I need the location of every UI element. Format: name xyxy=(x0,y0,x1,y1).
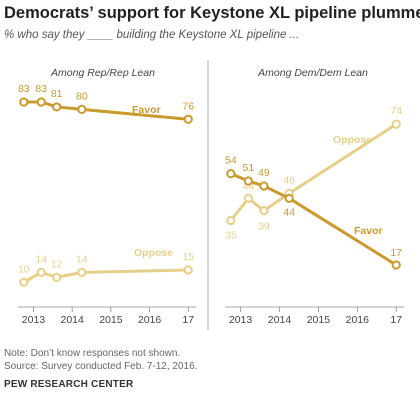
data-point-favor xyxy=(77,104,87,115)
data-label-oppose: 39 xyxy=(258,221,270,233)
data-point-favor xyxy=(36,97,46,107)
source-organization: PEW RESEARCH CENTER xyxy=(4,379,134,390)
data-point-oppose xyxy=(36,267,46,278)
x-tick-label: 2014 xyxy=(60,314,84,326)
series-line-favor xyxy=(230,172,398,267)
data-point-oppose xyxy=(391,119,401,129)
x-tick-label: 17 xyxy=(182,314,194,326)
series-name-label-oppose: Oppose xyxy=(333,134,372,146)
data-label-oppose: 44 xyxy=(243,180,255,192)
data-point-oppose xyxy=(77,267,87,278)
data-point-favor xyxy=(183,114,193,124)
data-point-oppose xyxy=(183,265,193,275)
data-label-oppose: 46 xyxy=(283,174,295,186)
x-tick-label: 17 xyxy=(390,314,402,326)
data-point-oppose xyxy=(226,215,236,226)
data-label-favor: 81 xyxy=(51,88,63,100)
x-tick-label: 2016 xyxy=(346,314,370,326)
data-label-favor: 83 xyxy=(18,83,30,95)
series-line-favor xyxy=(23,100,189,121)
data-point-oppose xyxy=(243,193,253,203)
data-point-favor xyxy=(284,193,294,203)
data-label-oppose: 15 xyxy=(182,251,194,263)
data-label-favor: 17 xyxy=(390,247,402,259)
data-point-oppose xyxy=(19,277,29,287)
source-text: Source: Survey conducted Feb. 7-12, 2016… xyxy=(4,361,198,372)
data-label-favor: 51 xyxy=(243,162,255,174)
data-label-favor: 49 xyxy=(258,167,270,179)
series-name-label-favor: Favor xyxy=(132,104,161,116)
panel-title: Among Dem/Dem Lean xyxy=(257,67,368,79)
data-label-oppose: 12 xyxy=(51,258,63,270)
data-label-favor: 44 xyxy=(283,206,295,218)
data-label-oppose: 35 xyxy=(225,230,237,242)
data-point-favor xyxy=(391,260,401,270)
series-name-label-oppose: Oppose xyxy=(134,247,173,259)
data-label-oppose: 10 xyxy=(18,263,30,275)
data-point-favor xyxy=(243,176,253,186)
data-label-favor: 54 xyxy=(225,155,237,167)
data-point-favor xyxy=(259,181,269,191)
x-tick-label: 2015 xyxy=(99,314,123,326)
x-tick-label: 2013 xyxy=(229,314,253,326)
x-tick-label: 2015 xyxy=(307,314,331,326)
data-label-oppose: 74 xyxy=(390,105,402,117)
data-point-oppose xyxy=(52,272,62,282)
chart-title: Democrats’ support for Keystone XL pipel… xyxy=(4,4,420,22)
note-text: Note: Don’t know responses not shown. xyxy=(4,348,181,359)
data-label-favor: 76 xyxy=(182,100,194,112)
chart-subtitle: % who say they ____ building the Keyston… xyxy=(4,29,300,41)
x-tick-label: 2014 xyxy=(268,314,292,326)
data-label-favor: 80 xyxy=(76,90,88,102)
data-point-oppose xyxy=(259,206,269,216)
series-line-oppose xyxy=(23,268,189,284)
data-label-favor: 83 xyxy=(35,83,47,95)
data-point-favor xyxy=(52,102,62,112)
data-label-oppose: 14 xyxy=(35,253,47,265)
x-tick-label: 2013 xyxy=(22,314,46,326)
data-point-favor xyxy=(226,169,236,179)
series-name-label-favor: Favor xyxy=(354,225,383,237)
panel-title: Among Rep/Rep Lean xyxy=(50,67,155,79)
data-label-oppose: 14 xyxy=(76,253,88,265)
data-point-favor xyxy=(19,97,29,107)
x-tick-label: 2016 xyxy=(138,314,162,326)
